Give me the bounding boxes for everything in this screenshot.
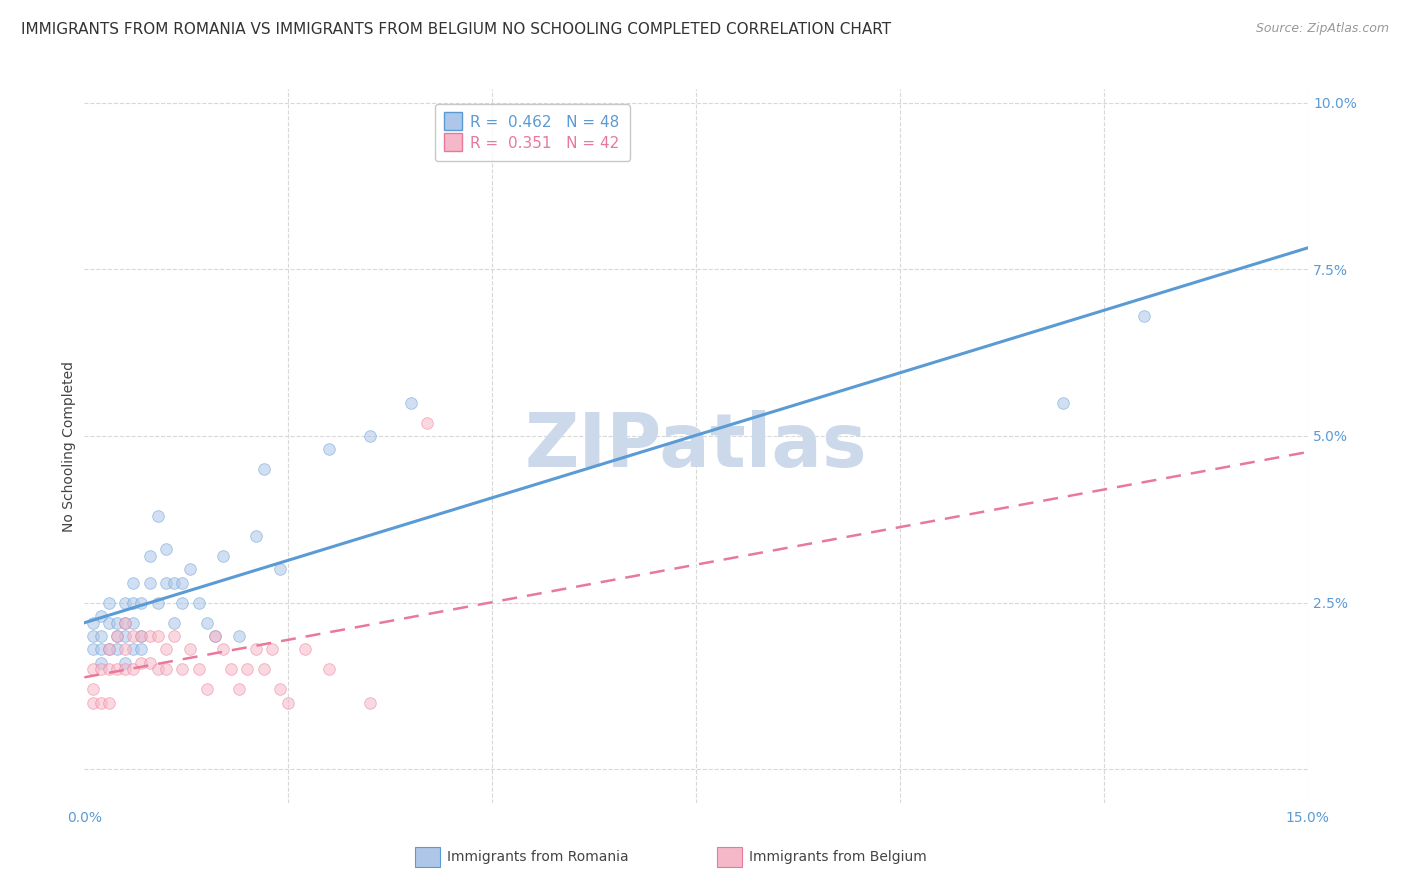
Point	[131, 642, 153, 657]
Point	[97, 696, 120, 710]
Point	[90, 629, 112, 643]
Point	[97, 642, 120, 657]
Point	[105, 629, 128, 643]
Point	[399, 395, 422, 409]
Point	[187, 662, 209, 676]
Point	[114, 656, 136, 670]
Point	[260, 642, 283, 657]
Point	[318, 662, 340, 676]
Point	[131, 656, 153, 670]
Point	[155, 662, 177, 676]
Point	[195, 615, 218, 630]
Point	[236, 662, 259, 676]
Point	[155, 642, 177, 657]
Point	[212, 642, 235, 657]
Point	[155, 542, 177, 557]
Point	[146, 509, 169, 524]
Point	[253, 462, 276, 476]
Point	[204, 629, 226, 643]
Point	[82, 682, 104, 697]
Point	[82, 662, 104, 676]
Point	[318, 442, 340, 457]
Point	[245, 529, 267, 543]
Point	[114, 642, 136, 657]
Point	[219, 662, 242, 676]
Point	[82, 642, 104, 657]
Point	[90, 609, 112, 624]
Point	[155, 575, 177, 590]
Point	[269, 682, 291, 697]
Point	[277, 696, 299, 710]
Point	[163, 629, 186, 643]
Point	[105, 615, 128, 630]
Point	[82, 696, 104, 710]
Point	[359, 429, 381, 443]
Point	[179, 642, 201, 657]
Point	[187, 596, 209, 610]
Y-axis label: No Schooling Completed: No Schooling Completed	[62, 360, 76, 532]
Point	[163, 615, 186, 630]
Point	[195, 682, 218, 697]
Point	[253, 662, 276, 676]
Point	[131, 596, 153, 610]
Point	[138, 575, 160, 590]
Point	[90, 696, 112, 710]
Point	[97, 662, 120, 676]
Point	[114, 615, 136, 630]
Point	[105, 662, 128, 676]
Point	[245, 642, 267, 657]
Point	[1052, 395, 1074, 409]
Point	[172, 662, 194, 676]
Point	[82, 615, 104, 630]
Point	[138, 656, 160, 670]
Point	[146, 629, 169, 643]
Point	[122, 662, 145, 676]
Point	[114, 596, 136, 610]
Point	[114, 629, 136, 643]
Point	[90, 642, 112, 657]
Point	[82, 629, 104, 643]
Point	[131, 629, 153, 643]
Legend: R =  0.462   N = 48, R =  0.351   N = 42: R = 0.462 N = 48, R = 0.351 N = 42	[434, 104, 630, 161]
Point	[122, 575, 145, 590]
Point	[172, 596, 194, 610]
Point	[359, 696, 381, 710]
Point	[1133, 309, 1156, 323]
Point	[114, 662, 136, 676]
Point	[228, 682, 250, 697]
Point	[172, 575, 194, 590]
Point	[146, 662, 169, 676]
Text: IMMIGRANTS FROM ROMANIA VS IMMIGRANTS FROM BELGIUM NO SCHOOLING COMPLETED CORREL: IMMIGRANTS FROM ROMANIA VS IMMIGRANTS FR…	[21, 22, 891, 37]
Point	[131, 629, 153, 643]
Point	[97, 615, 120, 630]
Point	[163, 575, 186, 590]
Point	[97, 642, 120, 657]
Point	[114, 615, 136, 630]
Point	[294, 642, 316, 657]
Point	[105, 642, 128, 657]
Point	[122, 596, 145, 610]
Point	[416, 416, 439, 430]
Point	[146, 596, 169, 610]
Text: Source: ZipAtlas.com: Source: ZipAtlas.com	[1256, 22, 1389, 36]
Text: ZIPatlas: ZIPatlas	[524, 409, 868, 483]
Point	[138, 549, 160, 563]
Point	[122, 629, 145, 643]
Point	[90, 656, 112, 670]
Text: Immigrants from Romania: Immigrants from Romania	[447, 850, 628, 864]
Point	[179, 562, 201, 576]
Point	[269, 562, 291, 576]
Text: Immigrants from Belgium: Immigrants from Belgium	[749, 850, 927, 864]
Point	[97, 596, 120, 610]
Point	[212, 549, 235, 563]
Point	[90, 662, 112, 676]
Point	[105, 629, 128, 643]
Point	[228, 629, 250, 643]
Point	[122, 615, 145, 630]
Point	[122, 642, 145, 657]
Point	[204, 629, 226, 643]
Point	[138, 629, 160, 643]
